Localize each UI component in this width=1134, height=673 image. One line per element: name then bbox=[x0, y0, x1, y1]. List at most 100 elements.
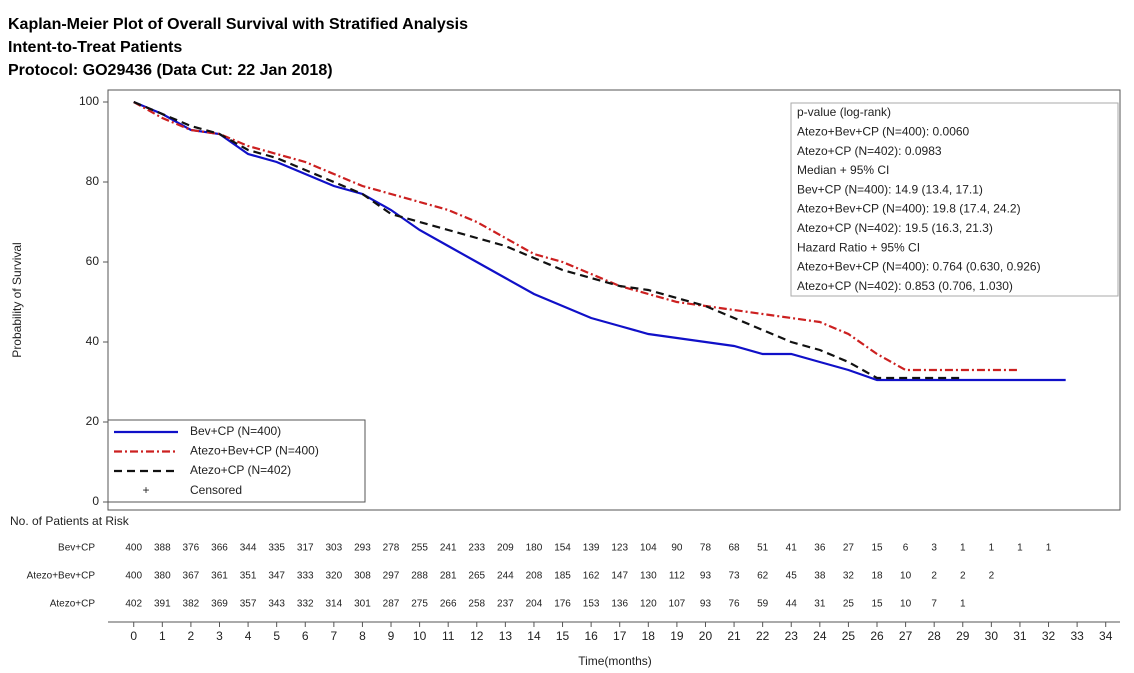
risk-count: 317 bbox=[297, 543, 314, 554]
x-tick-label: 21 bbox=[727, 629, 741, 643]
x-tick-label: 32 bbox=[1042, 629, 1056, 643]
risk-count: 1 bbox=[1046, 543, 1052, 554]
risk-count: 266 bbox=[440, 599, 457, 610]
x-tick-label: 12 bbox=[470, 629, 484, 643]
risk-count: 51 bbox=[757, 543, 769, 554]
plot-frame bbox=[107, 89, 1121, 511]
risk-count: 120 bbox=[640, 599, 657, 610]
risk-row-label: Atezo+CP bbox=[50, 599, 96, 610]
x-tick-label: 9 bbox=[388, 629, 395, 643]
risk-count: 388 bbox=[154, 543, 171, 554]
risk-count: 153 bbox=[583, 599, 600, 610]
x-tick-label: 13 bbox=[499, 629, 513, 643]
risk-count: 107 bbox=[669, 599, 686, 610]
x-tick-label: 30 bbox=[985, 629, 999, 643]
risk-count: 333 bbox=[297, 571, 314, 582]
legend-label: Atezo+Bev+CP (N=400) bbox=[190, 444, 319, 458]
x-tick-label: 23 bbox=[785, 629, 799, 643]
risk-count: 2 bbox=[989, 571, 995, 582]
risk-count: 15 bbox=[871, 599, 883, 610]
x-axis-label: Time(months) bbox=[578, 654, 652, 668]
stats-line: Atezo+CP (N=402): 0.0983 bbox=[797, 144, 942, 158]
risk-count: 44 bbox=[786, 599, 798, 610]
x-tick-label: 11 bbox=[442, 629, 455, 643]
risk-count: 351 bbox=[240, 571, 257, 582]
x-tick-label: 34 bbox=[1099, 629, 1113, 643]
x-tick-label: 15 bbox=[556, 629, 570, 643]
risk-count: 10 bbox=[900, 571, 912, 582]
risk-count: 59 bbox=[757, 599, 769, 610]
risk-count: 288 bbox=[411, 571, 428, 582]
risk-count: 391 bbox=[154, 599, 171, 610]
x-tick-label: 10 bbox=[413, 629, 427, 643]
risk-count: 380 bbox=[154, 571, 171, 582]
x-tick-label: 27 bbox=[899, 629, 913, 643]
risk-count: 367 bbox=[183, 571, 200, 582]
stats-line: p-value (log-rank) bbox=[797, 105, 891, 119]
risk-count: 1 bbox=[960, 543, 966, 554]
risk-count: 176 bbox=[554, 599, 571, 610]
y-tick-label: 20 bbox=[86, 414, 100, 428]
chart-title: Kaplan-Meier Plot of Overall Survival wi… bbox=[8, 16, 468, 33]
risk-count: 281 bbox=[440, 571, 457, 582]
risk-count: 204 bbox=[526, 599, 543, 610]
chart-title: Intent-to-Treat Patients bbox=[8, 39, 182, 56]
risk-table-title: No. of Patients at Risk bbox=[10, 514, 130, 528]
chart-title: Protocol: GO29436 (Data Cut: 22 Jan 2018… bbox=[8, 62, 333, 79]
risk-count: 1 bbox=[989, 543, 995, 554]
survival-curve bbox=[133, 100, 1066, 382]
risk-count: 112 bbox=[669, 571, 685, 582]
x-tick-label: 24 bbox=[813, 629, 827, 643]
risk-count: 314 bbox=[325, 599, 342, 610]
risk-count: 293 bbox=[354, 543, 371, 554]
x-tick-label: 31 bbox=[1013, 629, 1027, 643]
risk-count: 400 bbox=[125, 543, 142, 554]
risk-count: 10 bbox=[900, 599, 912, 610]
risk-count: 255 bbox=[411, 543, 428, 554]
risk-count: 347 bbox=[268, 571, 285, 582]
risk-count: 154 bbox=[554, 543, 571, 554]
x-tick-label: 22 bbox=[756, 629, 770, 643]
risk-count: 287 bbox=[383, 599, 400, 610]
x-tick-label: 0 bbox=[130, 629, 137, 643]
risk-count: 361 bbox=[211, 571, 228, 582]
y-tick-label: 0 bbox=[92, 494, 99, 508]
legend-label: Bev+CP (N=400) bbox=[190, 424, 281, 438]
risk-count: 241 bbox=[440, 543, 457, 554]
risk-count: 32 bbox=[843, 571, 855, 582]
legend-label: Censored bbox=[190, 483, 242, 497]
x-tick-label: 6 bbox=[302, 629, 309, 643]
x-tick-label: 4 bbox=[245, 629, 252, 643]
risk-count: 2 bbox=[960, 571, 966, 582]
x-tick-label: 3 bbox=[216, 629, 223, 643]
x-tick-label: 5 bbox=[273, 629, 280, 643]
x-tick-label: 33 bbox=[1070, 629, 1084, 643]
risk-row-label: Bev+CP bbox=[58, 543, 95, 554]
risk-count: 208 bbox=[526, 571, 543, 582]
risk-count: 139 bbox=[583, 543, 600, 554]
stats-line: Atezo+Bev+CP (N=400): 0.0060 bbox=[797, 124, 970, 138]
x-tick-label: 26 bbox=[870, 629, 884, 643]
risk-count: 93 bbox=[700, 571, 712, 582]
legend-label: Atezo+CP (N=402) bbox=[190, 463, 291, 477]
x-tick-label: 1 bbox=[159, 629, 166, 643]
risk-count: 275 bbox=[411, 599, 428, 610]
x-tick-label: 28 bbox=[928, 629, 942, 643]
stats-line: Atezo+Bev+CP (N=400): 0.764 (0.630, 0.92… bbox=[797, 260, 1041, 274]
stats-line: Atezo+Bev+CP (N=400): 19.8 (17.4, 24.2) bbox=[797, 202, 1021, 216]
x-tick-label: 25 bbox=[842, 629, 856, 643]
stats-box bbox=[790, 102, 1119, 297]
x-tick-label: 18 bbox=[642, 629, 656, 643]
risk-count: 78 bbox=[700, 543, 712, 554]
risk-count: 27 bbox=[843, 543, 855, 554]
y-tick-label: 80 bbox=[86, 174, 100, 188]
stats-line: Atezo+CP (N=402): 19.5 (16.3, 21.3) bbox=[797, 221, 993, 235]
risk-count: 297 bbox=[383, 571, 400, 582]
risk-count: 68 bbox=[729, 543, 741, 554]
risk-count: 6 bbox=[903, 543, 909, 554]
risk-count: 265 bbox=[468, 571, 485, 582]
risk-row-label: Atezo+Bev+CP bbox=[27, 571, 96, 582]
x-tick-label: 19 bbox=[670, 629, 684, 643]
risk-count: 93 bbox=[700, 599, 712, 610]
